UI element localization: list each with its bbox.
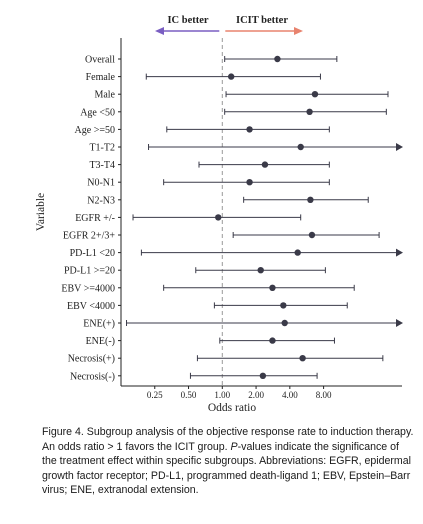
forest-row: EBV >=4000 — [61, 283, 355, 294]
icit-better-arrowhead — [294, 27, 303, 35]
y-axis-title: Variable — [35, 193, 47, 231]
odds-ratio-point — [307, 196, 314, 203]
row-label: N2-N3 — [87, 195, 115, 206]
forest-row: EGFR 2+/3+ — [63, 231, 380, 242]
ci-arrowhead — [396, 319, 403, 327]
odds-ratio-point — [246, 126, 253, 133]
odds-ratio-point — [269, 337, 276, 344]
row-label: Age <50 — [80, 107, 115, 118]
row-label: Necrosis(-) — [70, 371, 115, 382]
plot-frame — [120, 38, 402, 387]
forest-row: EGFR +/- — [75, 213, 302, 224]
row-label: N0-N1 — [87, 178, 115, 189]
ic-better-label: IC better — [167, 15, 208, 26]
odds-ratio-point — [299, 355, 306, 362]
row-label: Female — [86, 72, 116, 83]
odds-ratio-point — [281, 319, 288, 327]
x-tick-label: 0.25 — [147, 390, 163, 400]
row-label: EBV <4000 — [67, 301, 115, 312]
forest-plot: Overall Female Male Age <50 Age >=50 T1-T2 T3-… — [35, 15, 403, 414]
odds-ratio-point — [257, 267, 264, 274]
forest-row: N2-N3 — [87, 195, 369, 206]
ci-arrowhead — [396, 248, 403, 257]
forest-row: PD-L1 >=20 — [64, 266, 326, 277]
row-label: T1-T2 — [89, 143, 115, 154]
ci-arrowhead — [396, 143, 403, 151]
forest-row: PD-L1 <20 — [70, 248, 403, 259]
odds-ratio-point — [246, 179, 253, 186]
row-label: Male — [94, 90, 115, 101]
row-label: Necrosis(+) — [68, 354, 115, 365]
x-tick-label: 0.50 — [181, 390, 197, 400]
forest-row: Age <50 — [80, 107, 387, 118]
odds-ratio-point — [269, 284, 276, 291]
row-label: EGFR 2+/3+ — [63, 231, 115, 242]
icit-better-label: ICIT better — [236, 15, 288, 26]
caption-part1: Figure 4. Subgroup analysis of the objec… — [42, 426, 414, 453]
forest-row: Necrosis(+) — [68, 354, 384, 365]
x-tick-label: 1.00 — [214, 390, 230, 400]
caption-part3: -values indicate the significance of the… — [42, 440, 412, 497]
odds-ratio-point — [280, 302, 287, 309]
odds-ratio-point — [227, 73, 235, 80]
row-label: EGFR +/- — [75, 213, 115, 224]
row-label: T3-T4 — [89, 160, 115, 171]
forest-row: Female — [86, 72, 321, 83]
x-axis: 0.25 0.50 1.00 2.00 4.00 8.00 — [147, 386, 332, 400]
odds-ratio-point — [306, 108, 313, 116]
row-label: Overall — [85, 55, 115, 66]
forest-row: N0-N1 — [87, 178, 330, 189]
ic-better-arrowhead — [155, 27, 164, 35]
direction-header: IC better ICIT better — [155, 15, 303, 35]
row-label: Age >=50 — [75, 125, 115, 136]
forest-row: ENE(-) — [86, 336, 335, 347]
odds-ratio-point — [261, 161, 269, 168]
forest-row: ENE(+) — [83, 319, 403, 330]
forest-row: Male — [94, 90, 389, 101]
x-tick-label: 8.00 — [316, 390, 332, 400]
odds-ratio-point — [215, 214, 222, 221]
forest-row: Necrosis(-) — [70, 371, 318, 382]
odds-ratio-point — [274, 55, 281, 63]
odds-ratio-point — [259, 372, 267, 379]
forest-row: Overall — [85, 55, 338, 66]
row-label: PD-L1 <20 — [70, 248, 115, 259]
row-label: PD-L1 >=20 — [64, 266, 115, 277]
x-axis-title: Odds ratio — [208, 402, 256, 414]
x-tick-label: 4.00 — [282, 390, 298, 400]
forest-row: T3-T4 — [89, 160, 330, 171]
figure-caption: Figure 4. Subgroup analysis of the objec… — [42, 425, 414, 498]
forest-row: T1-T2 — [89, 143, 403, 154]
row-label: ENE(-) — [86, 336, 115, 347]
x-tick-label: 2.00 — [248, 390, 264, 400]
rows-group: Overall Female Male Age <50 Age >=50 T1-T2 T3-… — [61, 55, 403, 382]
forest-row: Age >=50 — [75, 125, 330, 136]
odds-ratio-point — [311, 91, 319, 98]
caption-p-italic: P — [230, 440, 238, 453]
row-label: ENE(+) — [83, 319, 115, 330]
odds-ratio-point — [308, 231, 316, 239]
odds-ratio-point — [294, 249, 301, 256]
odds-ratio-point — [297, 143, 304, 151]
forest-row: EBV <4000 — [67, 301, 348, 312]
row-label: EBV >=4000 — [61, 283, 115, 294]
